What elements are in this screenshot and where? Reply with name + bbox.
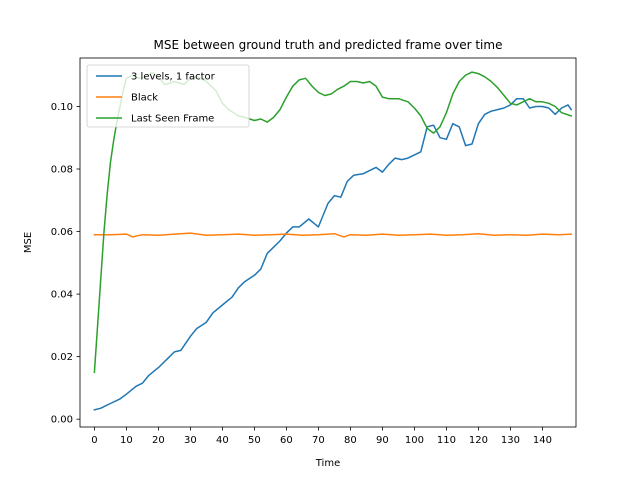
- y-tick-label: 0.06: [51, 227, 73, 238]
- y-axis-label: MSE: [23, 232, 34, 253]
- x-tick-label: 90: [376, 435, 389, 446]
- x-tick-label: 10: [120, 435, 133, 446]
- x-tick-label: 80: [344, 435, 357, 446]
- y-tick-label: 0.00: [51, 415, 73, 426]
- x-axis-label: Time: [315, 458, 340, 469]
- y-tick-label: 0.08: [51, 165, 73, 176]
- y-tick-label: 0.02: [51, 352, 73, 363]
- x-tick-label: 0: [91, 435, 97, 446]
- legend-label-0: 3 levels, 1 factor: [131, 72, 216, 83]
- x-tick-label: 20: [152, 435, 165, 446]
- x-tick-label: 60: [280, 435, 293, 446]
- y-tick-label: 0.04: [51, 290, 73, 301]
- x-tick-label: 70: [312, 435, 325, 446]
- chart-title: MSE between ground truth and predicted f…: [154, 38, 503, 52]
- x-tick-label: 30: [184, 435, 197, 446]
- x-tick-label: 50: [248, 435, 261, 446]
- x-tick-label: 40: [216, 435, 229, 446]
- x-tick-label: 110: [437, 435, 456, 446]
- legend: 3 levels, 1 factor Black Last Seen Frame: [87, 65, 249, 127]
- legend-label-1: Black: [131, 93, 158, 104]
- x-tick-label: 130: [501, 435, 520, 446]
- x-tick-label: 140: [533, 435, 552, 446]
- x-tick-label: 120: [469, 435, 488, 446]
- legend-label-2: Last Seen Frame: [131, 114, 214, 125]
- y-tick-label: 0.10: [51, 102, 73, 113]
- x-tick-label: 100: [405, 435, 424, 446]
